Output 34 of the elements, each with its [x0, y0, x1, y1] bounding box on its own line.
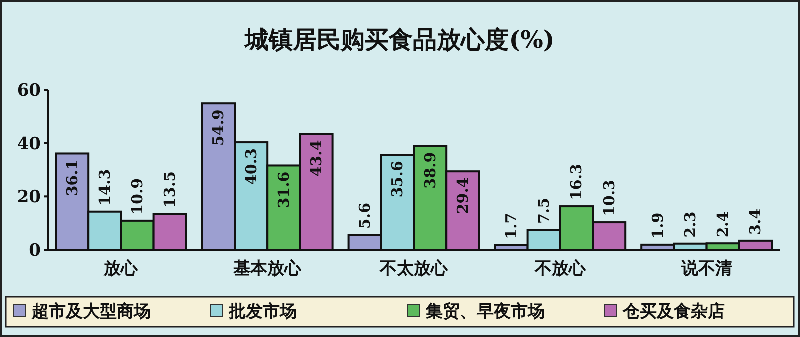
- x-tick-label: 放心: [103, 259, 140, 279]
- data-label: 16.3: [568, 164, 586, 201]
- data-label: 31.6: [274, 172, 293, 208]
- data-label: 5.6: [356, 202, 374, 230]
- legend-label: 集贸、早夜市场: [425, 302, 545, 322]
- data-label: 38.9: [421, 152, 440, 189]
- data-label: 2.4: [714, 211, 732, 238]
- data-label: 29.4: [454, 178, 472, 214]
- data-label: 1.9: [648, 212, 667, 239]
- x-tick-label: 基本放心: [232, 259, 303, 279]
- data-label: 40.3: [242, 148, 260, 186]
- data-label: 13.5: [161, 171, 180, 208]
- data-label: 10.3: [600, 180, 618, 217]
- y-tick-label: 60: [17, 81, 42, 101]
- data-label: 54.9: [210, 110, 228, 146]
- data-label: 14.3: [96, 169, 114, 206]
- legend-label: 批发市场: [228, 302, 297, 322]
- legend-label: 仓买及食杂店: [622, 302, 725, 322]
- data-label: 36.1: [63, 160, 82, 196]
- data-label: 3.4: [746, 208, 765, 235]
- data-label: 10.9: [128, 178, 146, 215]
- data-label: 1.7: [502, 213, 520, 240]
- y-tick-label: 40: [17, 134, 42, 154]
- data-label: 2.3: [682, 212, 700, 238]
- data-label: 7.5: [535, 198, 554, 224]
- x-tick-label: 不放心: [534, 259, 587, 279]
- x-tick-label: 说不清: [680, 259, 732, 279]
- legend-label: 超市及大型商场: [31, 302, 151, 322]
- data-label: 35.6: [388, 161, 407, 198]
- x-tick-label: 不太放心: [379, 259, 449, 279]
- y-tick-label: 20: [17, 188, 42, 208]
- data-label: 43.4: [308, 140, 326, 177]
- y-tick-label: 0: [29, 241, 42, 261]
- chart-title: 城镇居民购买食品放心度(%): [244, 25, 555, 54]
